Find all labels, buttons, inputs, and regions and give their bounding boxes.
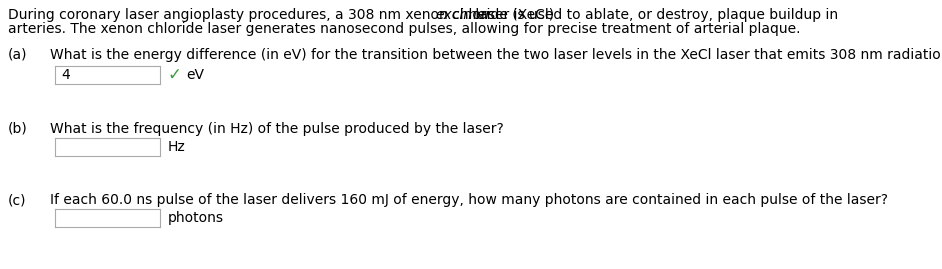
Text: ✓: ✓	[168, 66, 182, 84]
Text: (c): (c)	[8, 193, 26, 207]
Text: What is the frequency (in Hz) of the pulse produced by the laser?: What is the frequency (in Hz) of the pul…	[50, 122, 504, 136]
Text: arteries. The xenon chloride laser generates nanosecond pulses, allowing for pre: arteries. The xenon chloride laser gener…	[8, 22, 801, 36]
Text: (a): (a)	[8, 48, 27, 62]
Text: excimer: excimer	[435, 8, 492, 22]
Text: 4: 4	[61, 68, 70, 82]
Text: (b): (b)	[8, 122, 27, 136]
Text: Hz: Hz	[168, 140, 186, 154]
Text: laser is used to ablate, or destroy, plaque buildup in: laser is used to ablate, or destroy, pla…	[471, 8, 838, 22]
Text: During coronary laser angioplasty procedures, a 308 nm xenon chloride (XeCl): During coronary laser angioplasty proced…	[8, 8, 559, 22]
Text: photons: photons	[168, 211, 224, 225]
Text: If each 60.0 ns pulse of the laser delivers 160 mJ of energy, how many photons a: If each 60.0 ns pulse of the laser deliv…	[50, 193, 888, 207]
Text: eV: eV	[186, 68, 204, 82]
Text: What is the energy difference (in eV) for the transition between the two laser l: What is the energy difference (in eV) fo…	[50, 48, 942, 62]
